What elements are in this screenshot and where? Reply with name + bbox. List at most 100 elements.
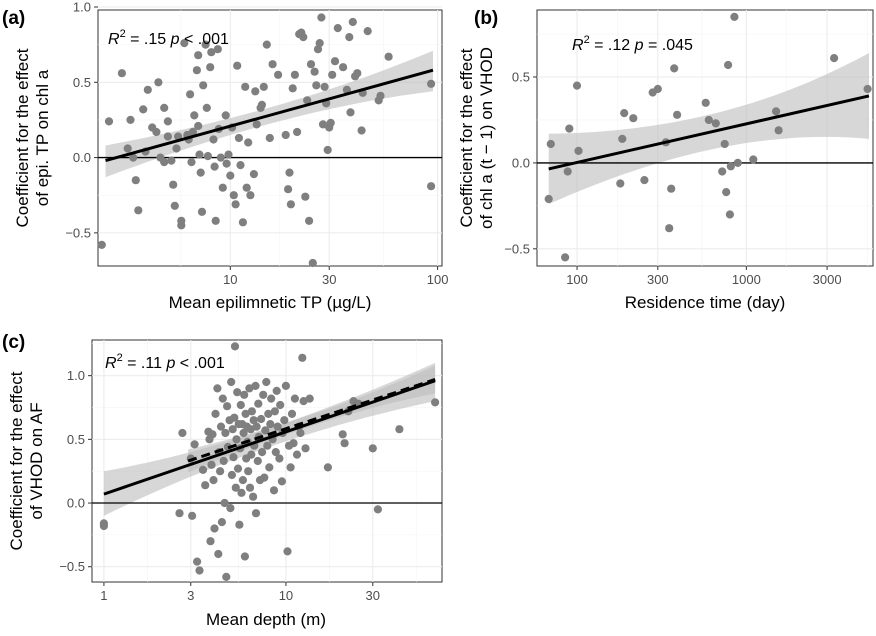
panel-a-data-point <box>257 100 266 109</box>
panel-c-data-point <box>283 547 292 556</box>
panel-b-ribbons <box>548 53 869 205</box>
panel-a-data-point <box>218 183 227 192</box>
panel-a-data-point <box>187 158 196 167</box>
panel-a-data-point <box>317 13 326 22</box>
panel-a-data-point <box>251 87 260 96</box>
panel-c-data-point <box>210 524 219 533</box>
panel-b-data-point <box>561 253 570 262</box>
panel-c-data-point <box>431 398 440 407</box>
panel-b-x-tick-label: 3000 <box>813 272 842 287</box>
panel-c-data-point <box>259 390 268 399</box>
panel-a-data-point <box>197 207 207 216</box>
panel-c-data-point <box>226 504 235 513</box>
panel-a-p-operator: < <box>184 31 193 48</box>
panel-a-data-point <box>328 70 337 79</box>
panel-c-x-tick-label: 10 <box>279 588 293 603</box>
panel-c-p-operator: < <box>180 355 189 372</box>
panel-a-data-point <box>172 144 181 153</box>
panel-c-fit-lines <box>103 378 436 496</box>
panel-a-ticks: 10 30 100 −0.5 0.0 0.5 1.0 <box>65 0 448 287</box>
panel-c-data-point <box>188 511 197 520</box>
panel-a-data-point <box>163 132 172 141</box>
panel-a-data-point <box>293 127 302 137</box>
panel-c-fit-line <box>103 379 436 496</box>
panel-c-y-label-line1: Coefficient for the effect <box>7 371 26 550</box>
panel-c-data-point <box>264 409 273 418</box>
panel-a-data-point <box>188 127 197 137</box>
panel-c-data-point <box>233 388 242 397</box>
panel-c-data-point <box>253 456 262 466</box>
panel-c-data-point <box>277 477 286 486</box>
panel-a-data-point <box>207 48 216 57</box>
panel-b-data-point <box>701 98 710 107</box>
panel-a-data-point <box>104 117 114 126</box>
panel-a-data-point <box>152 127 161 137</box>
panel-c-data-point <box>272 386 281 395</box>
panel-a-data-point <box>308 258 317 268</box>
panel-a-data-point <box>213 45 222 54</box>
panel-a-data-point <box>190 111 199 120</box>
panel-a-data-point <box>222 159 231 168</box>
panel-c-data-point <box>217 518 226 527</box>
panel-a-data-point <box>224 150 233 159</box>
panel-a-data-point <box>244 138 253 147</box>
panel-a-data-point <box>202 103 211 112</box>
panel-a-data-point <box>238 218 247 227</box>
panel-b-data-point <box>774 126 783 135</box>
panel-b-p-operator: = <box>648 37 657 54</box>
panel-b-p-value: .045 <box>662 37 693 54</box>
panel-a-data-point <box>203 152 212 161</box>
panel-c-data-point <box>219 456 228 466</box>
panel-b-fit-line <box>548 94 870 171</box>
panel-c-data-point <box>251 509 261 518</box>
panel-c-data-point <box>263 441 272 450</box>
panel-c-data-point <box>207 460 216 469</box>
panel-a-data-point <box>427 79 436 88</box>
panel-c-data-point <box>301 444 310 453</box>
panel-a-data-point <box>339 63 348 72</box>
panel-a-data-point <box>194 121 203 131</box>
panel-b-y-tick-label: 0.5 <box>512 70 530 85</box>
panel-c-data-point <box>265 463 274 472</box>
panel-c-data-point <box>244 467 253 476</box>
panel-c-data-point <box>236 400 245 410</box>
panel-c-y-tick-label: 0.0 <box>67 496 85 511</box>
panel-c-data-point <box>228 425 237 434</box>
panel-c-data-point <box>261 426 270 435</box>
panel-a-data-point <box>281 130 290 140</box>
panel-a-data-point <box>201 40 210 49</box>
panel-c-data-point <box>296 428 305 438</box>
panel-a-data-point <box>265 133 274 143</box>
panel-c-data-point <box>240 390 249 399</box>
panel-a-data-point <box>180 39 189 48</box>
panel-a-data-point <box>345 33 354 42</box>
panel-c-y-tick-label: 1.0 <box>67 368 85 383</box>
panel-a-data-point <box>154 78 163 87</box>
panel-b-data-point <box>724 60 733 70</box>
panel-a-data-point <box>246 191 255 200</box>
panel-c-data-point <box>240 552 249 561</box>
panel-c-data-point <box>175 509 184 518</box>
panel-b-data-point <box>665 224 674 233</box>
panel-a-points <box>97 13 436 268</box>
panel-a-y-tick-label: −0.5 <box>65 225 91 240</box>
panel-c: 1 3 10 30 −0.5 0.0 0.5 1.0 (c) R2 = .11 p < .00… <box>2 332 443 629</box>
panel-c-data-point <box>209 476 218 485</box>
panel-c-fit-line-dashed <box>187 378 436 463</box>
panel-c-data-point <box>214 549 223 559</box>
panel-b-tag: (b) <box>474 8 498 29</box>
panel-c-data-point <box>373 505 382 514</box>
panel-c-data-point <box>340 439 349 448</box>
panel-a-data-point <box>226 171 235 180</box>
panel-c-data-point <box>232 435 241 444</box>
panel-a-data-point <box>206 63 215 72</box>
panel-c-data-point <box>227 470 236 480</box>
panel-b-data-point <box>730 12 739 21</box>
panel-c-data-point <box>289 439 298 448</box>
panel-a-data-point <box>262 40 271 49</box>
panel-c-data-point <box>237 488 246 497</box>
panel-a-data-point <box>160 103 169 112</box>
panel-a-data-point <box>231 200 240 209</box>
panel-a-data-point <box>310 67 319 76</box>
panel-b-x-label: Residence time (day) <box>625 293 786 312</box>
